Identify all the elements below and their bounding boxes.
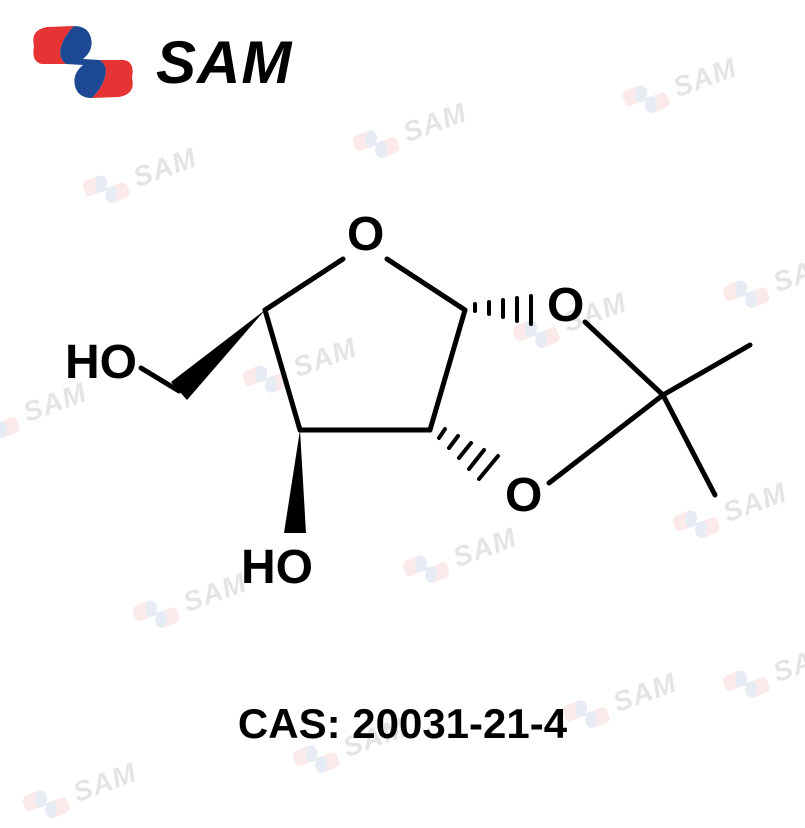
chemical-structure: HO HO O O O [55,195,755,625]
watermark-instance: SAM [718,636,805,709]
label-ho-bottom: HO [241,541,313,594]
watermark-instance: SAM [18,756,142,828]
cas-number: CAS: 20031-21-4 [0,700,805,748]
watermark-instance: SAM [618,51,742,124]
label-o-upper: O [547,279,584,332]
cas-value: 20031-21-4 [352,700,567,747]
label-ho-left: HO [65,336,137,389]
brand-logo: SAM [28,22,292,102]
watermark-instance: SAM [348,96,472,169]
cas-prefix: CAS: [238,700,341,747]
brand-logo-mark [28,22,138,102]
label-o-lower: O [505,469,542,522]
brand-name: SAM [156,28,292,97]
label-o-ring: O [347,208,384,261]
